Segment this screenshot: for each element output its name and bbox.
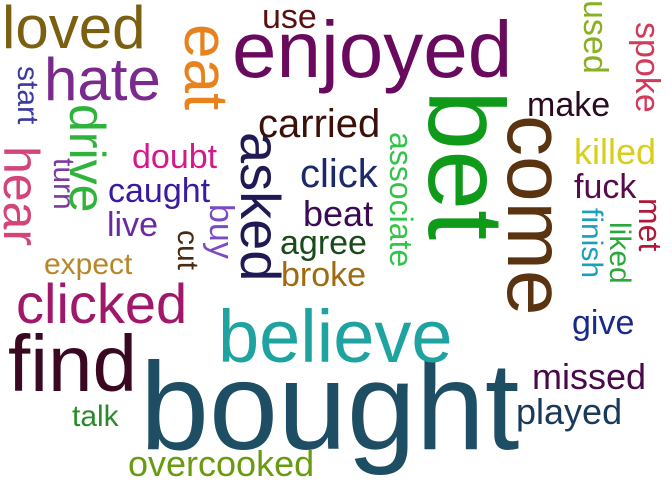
word-loved: loved: [2, 0, 146, 61]
word-missed: missed: [532, 356, 647, 397]
word-believe: believe: [218, 295, 453, 378]
word-make: make: [527, 86, 611, 124]
word-liked: liked: [603, 222, 636, 284]
word-fuck: fuck: [574, 168, 637, 206]
word-come: come: [490, 115, 581, 316]
word-broke: broke: [281, 256, 367, 294]
word-buy: buy: [202, 204, 240, 259]
word-eat: eat: [171, 24, 240, 111]
word-hate: hate: [44, 46, 161, 113]
word-live: live: [107, 206, 159, 244]
word-find: find: [8, 319, 137, 408]
word-enjoyed: enjoyed: [232, 5, 513, 94]
word-overcooked: overcooked: [128, 443, 315, 484]
word-met: met: [632, 198, 668, 252]
word-carried: carried: [258, 102, 381, 146]
word-hear: hear: [0, 146, 49, 247]
word-talk: talk: [72, 400, 119, 433]
word-used: used: [576, 0, 614, 74]
word-killed: killed: [574, 131, 657, 172]
word-click: click: [300, 152, 378, 196]
word-associate: associate: [383, 132, 419, 268]
word-use: use: [262, 0, 317, 36]
word-start: start: [11, 66, 44, 125]
word-bought: bought: [140, 338, 520, 476]
word-beat: beat: [303, 193, 374, 234]
word-agree: agree: [280, 224, 367, 262]
word-turn: turn: [47, 158, 80, 210]
word-doubt: doubt: [132, 138, 218, 176]
word-give: give: [572, 304, 635, 342]
word-expect: expect: [44, 248, 133, 281]
word-cut: cut: [171, 230, 204, 271]
word-spoke: spoke: [628, 22, 666, 113]
word-played: played: [516, 391, 623, 432]
word-caught: caught: [108, 172, 211, 210]
word-clicked: clicked: [16, 272, 188, 335]
word-finish: finish: [575, 208, 608, 279]
